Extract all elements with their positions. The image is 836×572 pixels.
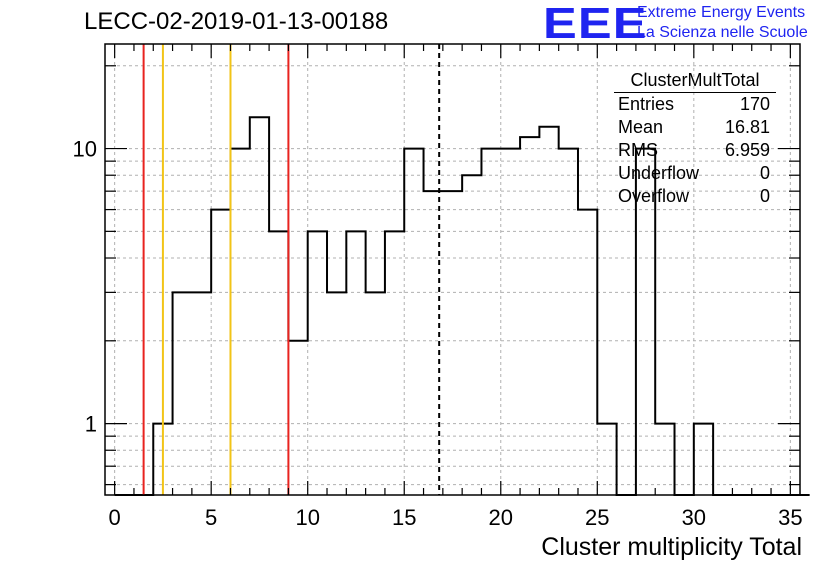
x-tick-label: 5 xyxy=(205,505,217,530)
logo-text: Extreme Energy Events La Scienza nelle S… xyxy=(637,3,808,43)
stats-value: 16.81 xyxy=(724,117,770,137)
plot-frame xyxy=(104,43,801,496)
run-title: LECC-02-2019-01-13-00188 xyxy=(84,8,389,35)
histogram-outline xyxy=(114,116,810,496)
stats-value: 0 xyxy=(759,163,770,183)
stats-label: Entries xyxy=(618,94,675,114)
logo-line-2: La Scienza nelle Scuole xyxy=(637,24,808,41)
stats-label: Mean xyxy=(618,117,664,137)
stats-value: 6.959 xyxy=(724,140,770,160)
y-tick-label: 10 xyxy=(73,137,97,162)
stats-label: Overflow xyxy=(618,186,690,206)
stats-value: 170 xyxy=(739,94,770,114)
stats-value: 0 xyxy=(759,186,770,206)
stats-row-underflow: Underflow 0 xyxy=(610,162,780,185)
stats-box: ClusterMultTotal Entries 170 Mean 16.81 … xyxy=(610,70,780,208)
y-tick-label: 1 xyxy=(85,412,97,437)
eee-logo: EEE xyxy=(543,0,648,48)
x-tick-label: 10 xyxy=(295,505,319,530)
stats-label: Underflow xyxy=(618,163,700,183)
stats-row-entries: Entries 170 xyxy=(610,93,780,116)
x-tick-label: 25 xyxy=(585,505,609,530)
x-tick-label: 30 xyxy=(682,505,706,530)
x-tick-label: 15 xyxy=(392,505,416,530)
x-tick-label: 20 xyxy=(489,505,513,530)
stats-label: RMS xyxy=(618,140,658,160)
x-tick-label: 0 xyxy=(109,505,121,530)
stats-row-mean: Mean 16.81 xyxy=(610,116,780,139)
x-axis-label: Cluster multiplicity Total xyxy=(541,533,802,561)
stats-row-rms: RMS 6.959 xyxy=(610,139,780,162)
stats-row-overflow: Overflow 0 xyxy=(610,185,780,208)
logo-line-1: Extreme Energy Events xyxy=(637,4,806,21)
x-tick-label: 35 xyxy=(778,505,802,530)
stats-title: ClusterMultTotal xyxy=(614,70,776,93)
